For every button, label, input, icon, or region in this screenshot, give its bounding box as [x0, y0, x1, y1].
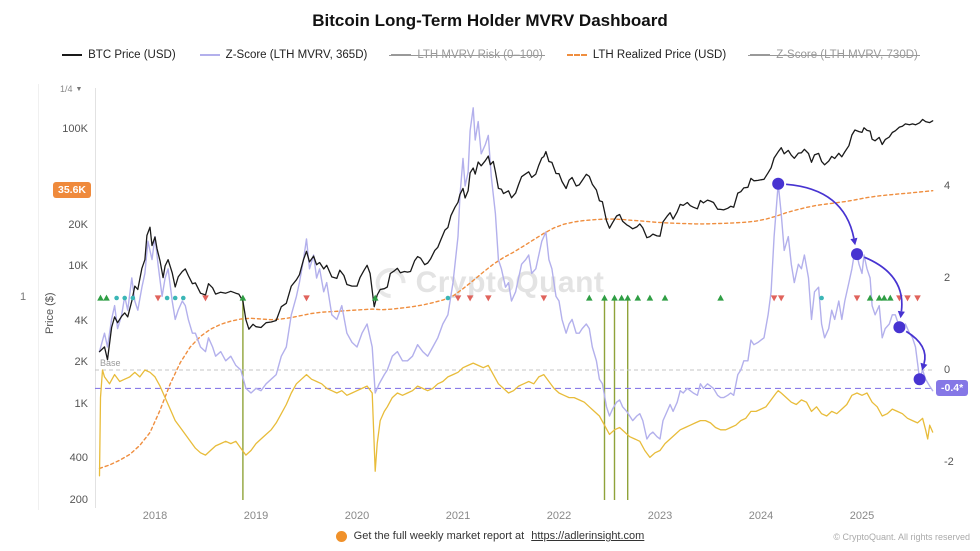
right-axis-tick: 0	[944, 363, 951, 376]
left-axis-tick: 20K	[68, 218, 88, 231]
left-axis-tick: 200	[69, 493, 88, 506]
x-axis-tick: 2019	[243, 510, 269, 522]
legend-label: BTC Price (USD)	[88, 49, 176, 61]
report-link[interactable]: https://adlerinsight.com	[531, 530, 645, 542]
x-axis-tick: 2021	[445, 510, 471, 522]
x-axis-tick: 2022	[546, 510, 572, 522]
left-axis-tick: 10K	[68, 260, 88, 272]
legend-label: Z-Score (LTH MVRV, 365D)	[225, 49, 368, 61]
chart-index-label: 1	[20, 291, 27, 303]
x-axis-tick: 2023	[647, 510, 673, 522]
copyright: © CryptoQuant. All rights reserved	[833, 532, 970, 542]
right-axis-tick: 4	[944, 179, 951, 192]
z-score-badge: -0.4*	[936, 380, 969, 396]
left-axis-tick: 2K	[74, 356, 88, 369]
line-swatch-icon	[62, 54, 83, 56]
legend-item-1[interactable]: Z-Score (LTH MVRV, 365D)	[199, 49, 368, 61]
x-axis-tick: 2020	[344, 510, 370, 522]
chart-pagination[interactable]: 1/4 ▼	[60, 84, 82, 94]
page-title: Bitcoin Long-Term Holder MVRV Dashboard	[312, 11, 668, 30]
left-axis-tick: 100K	[62, 122, 88, 135]
line-swatch-icon	[199, 54, 220, 56]
legend-item-3[interactable]: LTH Realized Price (USD)	[566, 49, 727, 61]
orange-dot-icon	[335, 530, 347, 542]
right-axis-tick: -2	[944, 455, 954, 468]
footer-text: Get the full weekly market report at	[353, 530, 525, 542]
left-axis-tick: 400	[69, 452, 88, 465]
panel-divider	[38, 84, 39, 510]
x-axis-tick: 2025	[849, 510, 875, 522]
left-axis-tick: 4K	[74, 314, 88, 327]
realized-price-badge: 35.6K	[53, 182, 92, 198]
chevron-down-icon: ▼	[75, 85, 83, 93]
x-axis-tick: 2018	[142, 510, 168, 522]
footer-report-banner: Get the full weekly market report at htt…	[0, 530, 980, 542]
line-swatch-icon	[566, 54, 587, 56]
left-axis-spine	[95, 88, 96, 508]
legend-item-2[interactable]: LTH MVRV Risk (0–100)	[389, 49, 546, 61]
x-axis-tick: 2024	[748, 510, 774, 522]
left-axis-tick: 1K	[74, 397, 88, 410]
legend-label: LTH Realized Price (USD)	[592, 49, 727, 61]
legend-item-4[interactable]: Z-Score (LTH MVRV, 730D)	[748, 49, 920, 61]
legend-item-0[interactable]: BTC Price (USD)	[62, 49, 176, 61]
legend: BTC Price (USD) Z-Score (LTH MVRV, 365D) L…	[0, 49, 980, 61]
right-axis-tick: 2	[944, 271, 951, 284]
base-line-label: Base	[100, 358, 121, 368]
pagination-label: 1/4	[60, 84, 73, 94]
